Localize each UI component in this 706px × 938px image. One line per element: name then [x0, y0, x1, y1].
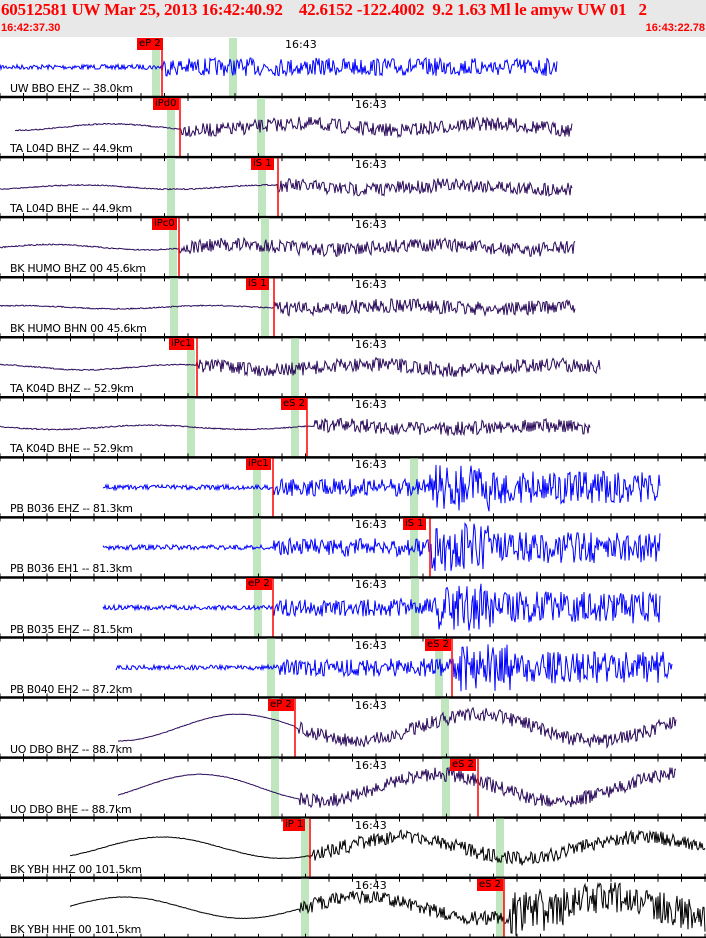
phase-pick-label[interactable]: iS 1	[403, 518, 426, 531]
phase-pick-label[interactable]: iS 1	[251, 158, 274, 171]
phase-pick-label[interactable]: iPd0	[153, 98, 179, 111]
station-label: UW BBO EHZ -- 38.0km	[10, 82, 133, 96]
time-tick-label: 16:43	[355, 458, 387, 472]
time-tick-label: 16:43	[355, 518, 387, 532]
station-label: UO DBO BHZ -- 88.7km	[10, 742, 133, 756]
predicted-s-marker	[257, 98, 265, 158]
station-label: PB B036 EHZ -- 81.3km	[10, 502, 133, 516]
waveform-trace	[69, 829, 706, 866]
phase-pick-label[interactable]: iP 1	[283, 818, 306, 831]
predicted-p-marker	[167, 158, 175, 218]
event-header: 60512581 UW Mar 25, 2013 16:42:40.92 42.…	[0, 0, 706, 37]
waveform-trace	[0, 236, 576, 258]
station-label: PB B040 EH2 -- 87.2km	[10, 682, 133, 696]
station-label: TA K04D BHZ -- 52.9km	[10, 382, 134, 396]
predicted-s-marker	[291, 338, 299, 398]
waveform-trace	[0, 56, 558, 77]
window-start-time: 16:42:37.30	[1, 22, 61, 34]
waveform-trace	[117, 766, 676, 809]
waveform-trace	[102, 464, 661, 512]
station-label: BK HUMO BHZ 00 45.6km	[10, 262, 146, 276]
station-label: BK HUMO BHN 00 45.6km	[10, 322, 147, 336]
waveform-trace	[102, 583, 661, 631]
phase-pick-label[interactable]: eS 2	[281, 398, 308, 411]
window-end-time: 16:43:22.78	[645, 22, 705, 34]
station-label: BK YBH HHE 00 101.5km	[10, 922, 142, 936]
predicted-p-marker	[187, 338, 195, 398]
predicted-s-marker	[261, 218, 269, 278]
time-tick-label: 16:43	[355, 278, 387, 292]
time-tick-label: 16:43	[355, 878, 387, 892]
predicted-s-marker	[496, 878, 504, 938]
predicted-p-marker	[253, 518, 261, 578]
predicted-p-marker	[254, 578, 262, 638]
predicted-s-marker	[410, 518, 418, 578]
time-tick-label: 16:43	[355, 758, 387, 772]
predicted-s-marker	[442, 758, 450, 818]
phase-pick-label[interactable]: eP 2	[268, 698, 294, 711]
time-tick-label: 16:43	[355, 98, 387, 112]
predicted-s-marker	[229, 38, 237, 98]
station-label: TA L04D BHE -- 44.9km	[10, 202, 132, 216]
predicted-p-marker	[167, 98, 175, 158]
predicted-s-marker	[291, 398, 299, 458]
time-tick-label: 16:43	[355, 398, 387, 412]
waveform-trace	[0, 177, 573, 197]
phase-pick-label[interactable]: eP 2	[246, 578, 272, 591]
predicted-s-marker	[441, 698, 449, 758]
predicted-p-marker	[267, 638, 275, 698]
station-label: BK YBH HHZ 00 101.5km	[10, 862, 142, 876]
phase-pick-label[interactable]: iPc0	[152, 218, 177, 231]
predicted-p-marker	[170, 278, 178, 338]
predicted-s-marker	[496, 818, 504, 878]
phase-pick-label[interactable]: iPc1	[246, 458, 271, 471]
predicted-s-marker	[258, 158, 266, 218]
predicted-p-marker	[187, 398, 195, 458]
phase-pick-label[interactable]: eS 2	[450, 758, 477, 771]
phase-pick-label[interactable]: eP 2	[137, 38, 163, 50]
time-tick-label: 16:43	[355, 698, 387, 712]
predicted-p-marker	[301, 818, 309, 878]
time-tick-label: 16:43	[355, 338, 387, 352]
predicted-p-marker	[301, 878, 309, 938]
station-label: PB B035 EHZ -- 81.5km	[10, 622, 133, 636]
waveform-trace	[14, 116, 573, 139]
predicted-p-marker	[271, 758, 279, 818]
station-label: TA K04D BHE -- 52.9km	[10, 442, 134, 456]
station-label: UO DBO BHE -- 88.7km	[10, 802, 132, 816]
waveform-trace	[102, 522, 661, 572]
phase-pick-label[interactable]: iPc1	[169, 338, 194, 351]
predicted-p-marker	[152, 38, 160, 98]
time-tick-label: 16:43	[285, 38, 317, 51]
station-label: TA L04D BHZ -- 44.9km	[10, 142, 133, 156]
phase-pick-label[interactable]: eS 2	[425, 638, 452, 651]
waveform-trace	[0, 356, 601, 378]
waveform-trace	[69, 881, 706, 936]
waveform-trace	[0, 298, 576, 317]
time-tick-label: 16:43	[355, 158, 387, 172]
predicted-p-marker	[169, 218, 177, 278]
time-tick-label: 16:43	[355, 218, 387, 232]
phase-pick-label[interactable]: eS 2	[477, 878, 504, 891]
phase-pick-label[interactable]: iS 1	[246, 278, 269, 291]
station-label: PB B036 EH1 -- 81.3km	[10, 562, 133, 576]
waveform-trace	[115, 644, 673, 692]
time-tick-label: 16:43	[355, 578, 387, 592]
predicted-s-marker	[410, 458, 418, 518]
time-tick-label: 16:43	[355, 638, 387, 652]
waveform-trace	[118, 706, 677, 750]
seismogram-panel[interactable]	[0, 37, 706, 938]
predicted-p-marker	[271, 698, 279, 758]
waveform-trace	[0, 417, 591, 437]
predicted-s-marker	[435, 638, 443, 698]
event-title: 60512581 UW Mar 25, 2013 16:42:40.92 42.…	[1, 0, 647, 19]
time-tick-label: 16:43	[355, 818, 387, 832]
